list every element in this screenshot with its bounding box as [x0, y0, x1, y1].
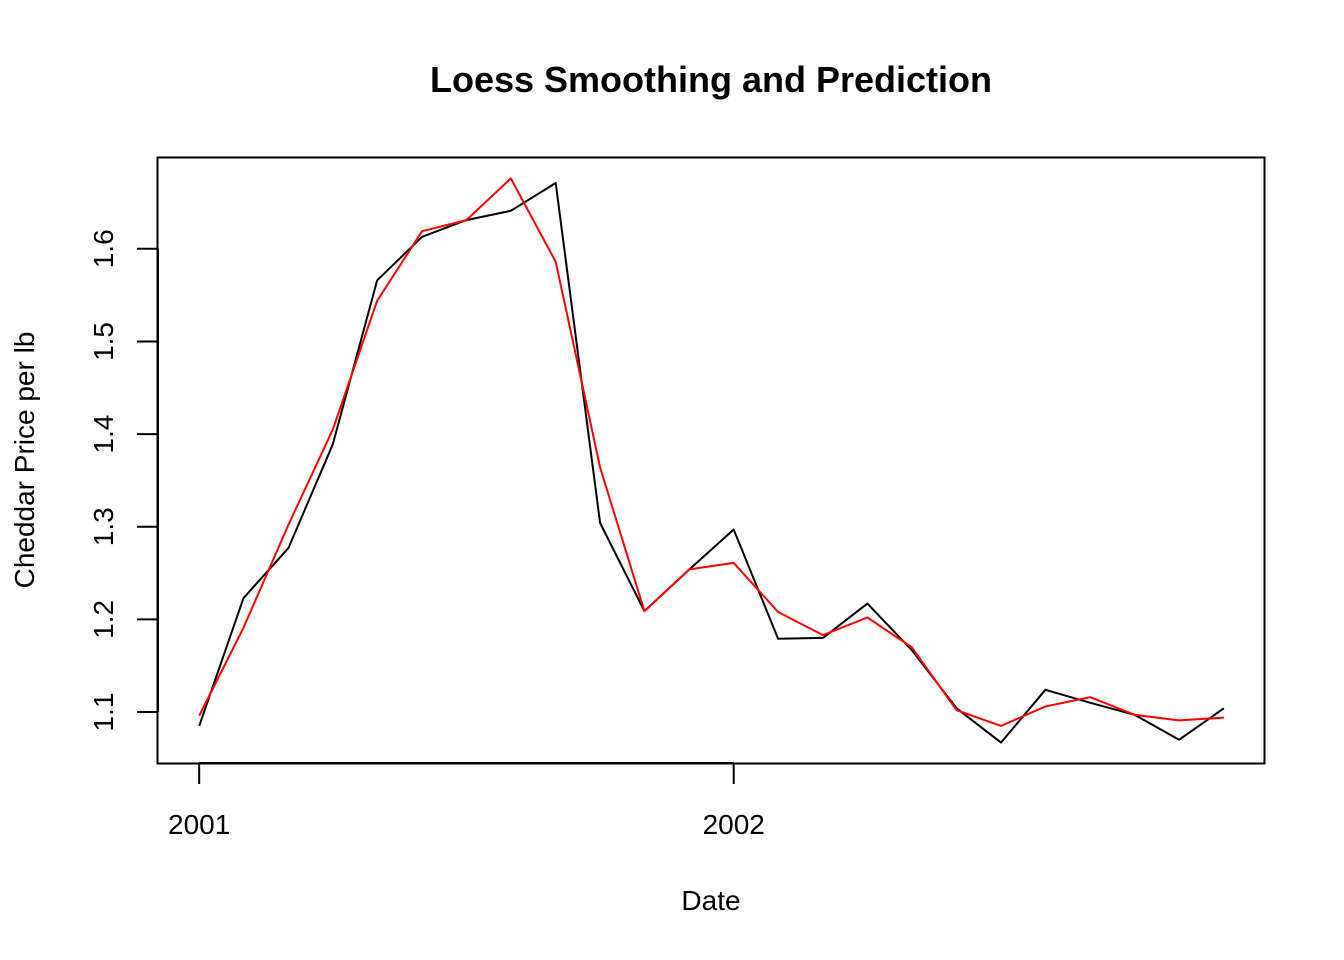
plot-frame — [156, 156, 1266, 765]
series-line-2 — [198, 177, 1224, 727]
y-tick-label: 1.4 — [88, 415, 119, 454]
x-tick-label: 2002 — [703, 809, 765, 840]
y-axis: 1.1 1.2 1.3 1.4 1.5 1.6 — [88, 229, 159, 732]
y-tick-label: 1.2 — [88, 600, 119, 639]
chart-title: Loess Smoothing and Prediction — [430, 59, 992, 100]
y-tick-label: 1.6 — [88, 229, 119, 268]
y-tick-label: 1.5 — [88, 322, 119, 361]
y-axis-label: Cheddar Price per lb — [9, 332, 40, 589]
y-tick-label: 1.1 — [88, 693, 119, 732]
x-tick-label: 2001 — [168, 809, 230, 840]
x-axis: 2001 2002 — [168, 762, 765, 840]
series-line-1 — [198, 182, 1225, 744]
x-axis-label: Date — [681, 885, 740, 916]
y-tick-label: 1.3 — [88, 507, 119, 546]
series-layer — [198, 177, 1225, 744]
